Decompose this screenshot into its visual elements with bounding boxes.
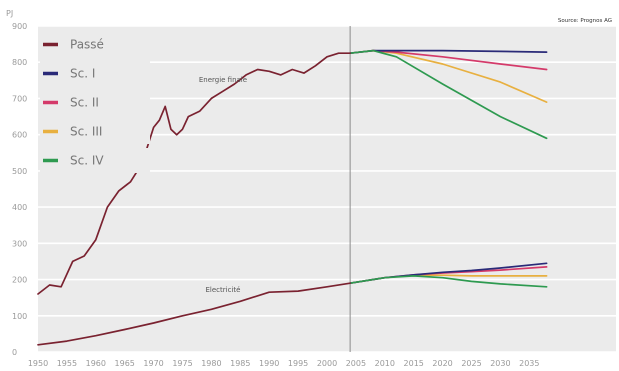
series-lines (37, 49, 548, 346)
x-tick-label: 1950 (28, 359, 48, 368)
x-tick-label: 1955 (57, 359, 77, 368)
x-tick-label: 1970 (143, 359, 163, 368)
x-tick-label: 1965 (115, 359, 135, 368)
series-line-passe (37, 282, 351, 346)
x-tick-label: 2000 (317, 359, 337, 368)
annotations: Energie finale Electricité (199, 76, 247, 294)
x-tick-label: 2030 (490, 359, 510, 368)
y-tick-label: 300 (12, 239, 27, 248)
legend-item-background (40, 61, 150, 86)
y-tick-label: 500 (12, 167, 27, 176)
x-tick-label: 2020 (432, 359, 452, 368)
x-tick-label: 1985 (230, 359, 250, 368)
x-tick-label: 2035 (519, 359, 539, 368)
series-line-sc4 (349, 275, 548, 288)
x-tick-label: 2025 (461, 359, 481, 368)
x-tick-label: 2010 (375, 359, 395, 368)
x-tick-label: 1960 (86, 359, 106, 368)
x-tick-label: 1975 (172, 359, 192, 368)
source-note: Source: Prognos AG (558, 18, 612, 24)
axes: 0 100 200 300 400 500 600 700 800 900 1950 1955 1960… (12, 22, 539, 368)
series-annotation: Energie finale (199, 76, 247, 84)
x-tick-label: 2005 (346, 359, 366, 368)
y-tick-label: 0 (12, 348, 17, 357)
legend-item-background (40, 32, 150, 57)
x-tick-label: 1980 (201, 359, 221, 368)
y-tick-label: 100 (12, 312, 27, 321)
legend-item-background (40, 148, 150, 173)
legend-item-background (40, 119, 150, 144)
legend-label-sc2: Sc. II (70, 96, 99, 110)
legend-item-background (40, 90, 150, 115)
legend-label-sc4: Sc. IV (70, 154, 104, 168)
legend-label-sc1: Sc. I (70, 67, 95, 81)
y-tick-label: 700 (12, 94, 27, 103)
series-line-sc4 (349, 49, 548, 140)
series-annotation: Electricité (205, 286, 240, 294)
y-tick-label: 400 (12, 203, 27, 212)
y-tick-label: 600 (12, 131, 27, 140)
x-tick-label: 1995 (288, 359, 308, 368)
x-tick-label: 1990 (259, 359, 279, 368)
y-tick-label: 200 (12, 276, 27, 285)
x-tick-label: 2015 (404, 359, 424, 368)
legend-label-passe: Passé (70, 38, 104, 52)
legend: Passé Sc. I Sc. II Sc. III Sc. IV (40, 32, 150, 173)
series-line-passe (37, 52, 351, 295)
y-tick-label: 900 (12, 22, 27, 31)
legend-label-sc3: Sc. III (70, 125, 102, 139)
y-unit-label: PJ (6, 9, 13, 18)
y-tick-label: 800 (12, 58, 27, 67)
